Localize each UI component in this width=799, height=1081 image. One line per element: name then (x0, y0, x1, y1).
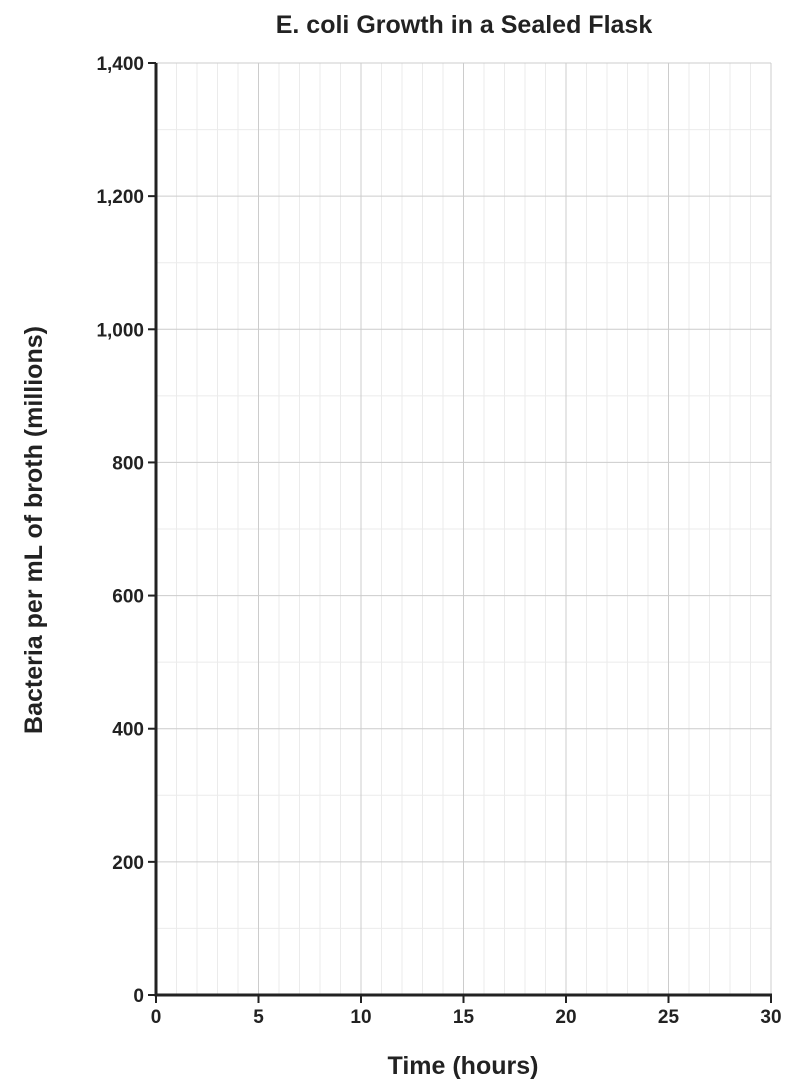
y-tick-label: 400 (112, 720, 144, 741)
y-axis-ticks: 0 200 400 600 800 1,000 1,200 1,400 (96, 54, 156, 1007)
y-tick-label: 1,000 (96, 320, 144, 341)
chart-title: E. coli Growth in a Sealed Flask (276, 11, 653, 39)
x-axis-label: Time (hours) (388, 1052, 539, 1080)
y-tick-label: 600 (112, 587, 144, 608)
y-tick-label: 800 (112, 453, 144, 474)
x-tick-label: 10 (350, 1007, 371, 1028)
major-gridlines (156, 62, 772, 995)
y-tick-label: 1,400 (96, 54, 144, 75)
y-axis-label: Bacteria per mL of broth (millions) (20, 326, 48, 734)
x-tick-label: 0 (151, 1007, 162, 1028)
x-tick-label: 25 (658, 1007, 680, 1028)
x-axis-ticks: 0 5 10 15 20 25 30 (151, 995, 782, 1028)
x-tick-label: 30 (760, 1007, 781, 1028)
y-tick-label: 0 (133, 986, 144, 1007)
x-tick-label: 15 (453, 1007, 475, 1028)
x-tick-label: 20 (555, 1007, 576, 1028)
x-tick-label: 5 (253, 1007, 264, 1028)
y-tick-label: 200 (112, 853, 144, 874)
y-tick-label: 1,200 (96, 187, 144, 208)
